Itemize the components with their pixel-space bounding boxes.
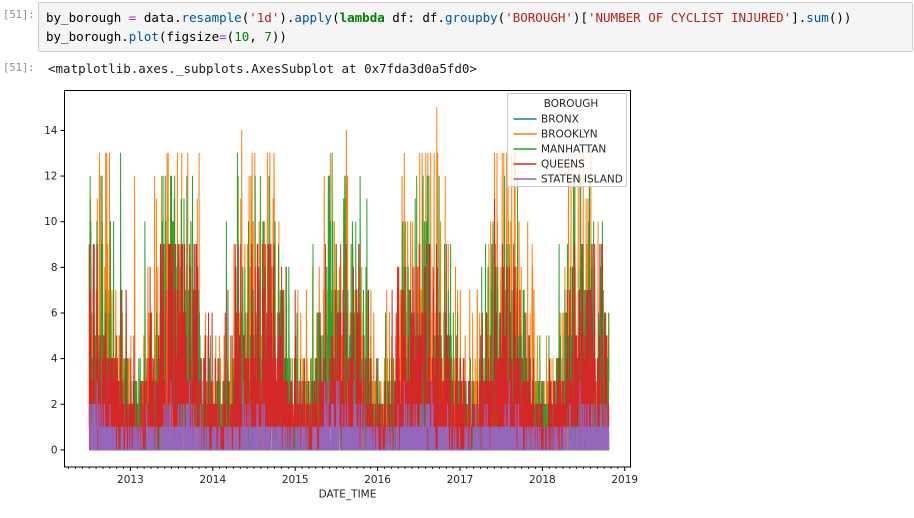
- code-token: .: [173, 10, 182, 25]
- repr-output-text: <matplotlib.axes._subplots.AxesSubplot a…: [48, 61, 477, 76]
- code-token: ].: [791, 10, 807, 25]
- code-token: (figsize: [158, 29, 220, 44]
- code-token: 'NUMBER OF CYCLIST INJURED': [587, 10, 792, 25]
- code-token: by_borough: [46, 29, 122, 44]
- code-token: resample: [181, 10, 242, 25]
- code-token: ()): [828, 10, 852, 25]
- code-token: plot: [128, 29, 159, 44]
- plot-border: [64, 90, 631, 468]
- x-tick-label: 2018: [529, 474, 556, 486]
- series-line-staten-island: [88, 380, 610, 451]
- code-token: df: df: [384, 10, 438, 25]
- code-token: )[: [572, 10, 588, 25]
- code-token: apply: [294, 10, 333, 25]
- x-tick-label: 2017: [447, 474, 474, 486]
- y-tick-label: 0: [51, 444, 58, 456]
- code-token: )): [271, 29, 287, 44]
- code-token: (: [497, 10, 506, 25]
- legend-box: [507, 93, 627, 187]
- code-token: '1d': [249, 10, 280, 25]
- code-token: ,: [249, 29, 265, 44]
- code-token: =: [128, 10, 137, 25]
- code-token: (: [241, 10, 250, 25]
- code-token: data: [136, 10, 174, 25]
- code-token: =: [219, 29, 227, 44]
- y-tick-label: 4: [51, 353, 58, 365]
- legend-label: QUEENS: [541, 159, 585, 171]
- x-tick-label: 2019: [611, 474, 638, 486]
- code-token: 7: [264, 29, 272, 44]
- y-tick-label: 2: [51, 399, 58, 411]
- code-token: (: [332, 10, 340, 25]
- code-token: sum: [806, 10, 829, 25]
- code-token: .: [437, 10, 445, 25]
- legend-label: BRONX: [541, 114, 579, 126]
- x-tick-label: 2015: [282, 474, 309, 486]
- y-tick-label: 12: [44, 171, 57, 183]
- y-tick-label: 6: [51, 307, 58, 319]
- y-tick-label: 10: [44, 216, 57, 228]
- legend-label: STATEN ISLAND: [541, 174, 623, 186]
- x-tick-label: 2013: [117, 474, 144, 486]
- legend-title: BOROUGH: [544, 98, 599, 110]
- borough-line-chart: 2013 2014 2015 2016 2017 2018 2019 0 2 4 6 8 10 12 14 D…: [44, 90, 638, 501]
- x-tick-label: 2016: [364, 474, 391, 486]
- code-token: 10: [234, 29, 250, 44]
- code-token: groupby: [444, 10, 498, 25]
- code-cell-editor[interactable]: by_borough = data.resample('1d').apply(l…: [38, 2, 913, 52]
- y-tick-label: 8: [51, 262, 58, 274]
- code-token: (: [226, 29, 235, 44]
- x-axis-label: DATE_TIME: [319, 489, 377, 501]
- input-prompt: [51]:: [3, 9, 35, 21]
- x-tick-label: 2014: [199, 474, 226, 486]
- output-prompt: [51]:: [3, 62, 35, 74]
- code-token: ): [279, 10, 287, 25]
- code-content: by_borough = data.resample('1d').apply(l…: [46, 8, 905, 46]
- y-tick-label: 14: [44, 125, 58, 137]
- code-token: lambda: [339, 10, 385, 25]
- code-token: .: [121, 29, 129, 44]
- matplotlib-figure: 2013 2014 2015 2016 2017 2018 2019 0 2 4 6 8 10 12 14 D…: [40, 84, 652, 514]
- code-token: .: [286, 10, 295, 25]
- legend-label: MANHATTAN: [541, 144, 606, 156]
- legend-label: BROOKLYN: [541, 129, 598, 141]
- code-token: 'BOROUGH': [505, 10, 573, 25]
- code-token: by_borough: [46, 10, 129, 25]
